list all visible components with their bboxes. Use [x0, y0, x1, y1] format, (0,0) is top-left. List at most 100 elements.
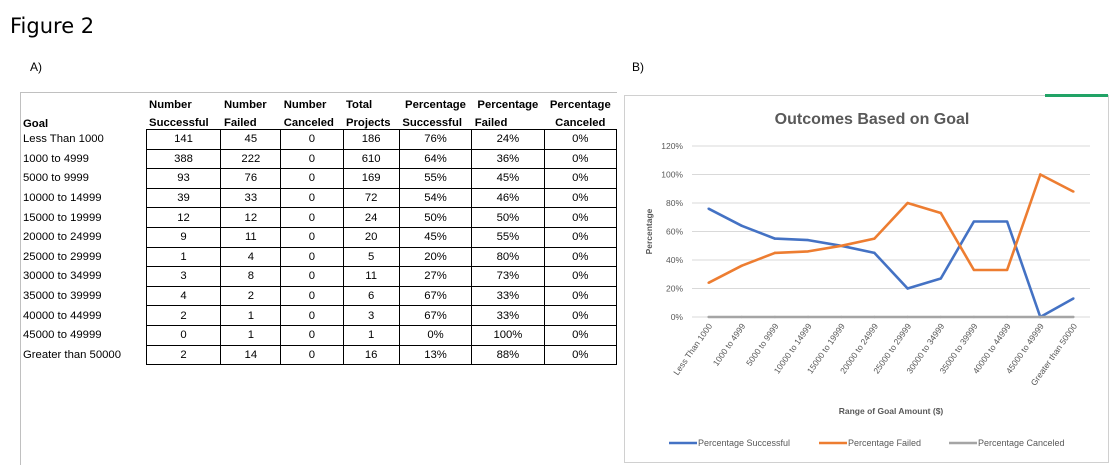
data-point	[740, 224, 743, 227]
data-point	[773, 237, 777, 240]
data-point	[939, 211, 942, 215]
header-cell: Goal	[23, 117, 49, 130]
goal-cell: 1000 to 4999	[23, 152, 89, 165]
value-cell: 0%	[543, 266, 618, 287]
value-cell: 20	[342, 226, 400, 248]
value-cell: 76	[220, 168, 282, 189]
legend-label: Percentage Successful	[698, 438, 790, 448]
value-cell: 11	[220, 226, 282, 248]
data-point	[806, 315, 810, 319]
data-point	[873, 237, 876, 240]
data-point	[840, 244, 843, 247]
value-cell: 0%	[543, 344, 618, 366]
value-cell: 0	[280, 344, 344, 366]
value-cell: 0%	[543, 207, 618, 228]
data-point	[972, 315, 976, 319]
header-cell: Successful	[402, 117, 462, 129]
table-header-row-2: Goal Successful Failed Canceled Projects…	[21, 111, 617, 130]
value-cell: 67%	[398, 305, 473, 326]
value-cell: 20%	[398, 246, 473, 268]
goal-cell: 5000 to 9999	[23, 172, 89, 185]
table-row: 20000 to 24999 9 11 0 20 45% 55% 0%	[21, 226, 618, 248]
header-cell: Canceled	[283, 117, 334, 129]
data-point	[972, 268, 976, 272]
value-cell: 2	[220, 285, 282, 307]
header-cell: Failed	[223, 117, 257, 129]
legend-label: Percentage Failed	[848, 438, 921, 448]
data-point	[773, 251, 777, 255]
value-cell: 39	[145, 187, 222, 209]
value-cell: 0%	[543, 305, 618, 326]
value-cell: 6	[342, 285, 400, 307]
value-cell: 0	[280, 266, 344, 287]
header-cell: Total	[346, 99, 373, 111]
value-cell: 73%	[471, 266, 545, 287]
value-cell: 100%	[471, 324, 545, 346]
y-tick-label: 80%	[666, 198, 683, 208]
value-cell: 610	[342, 148, 400, 170]
value-cell: 0%	[543, 226, 618, 248]
value-cell: 9	[145, 226, 222, 248]
header-cell: Canceled	[555, 117, 606, 129]
y-axis-label: Percentage	[644, 208, 654, 254]
value-cell: 0	[280, 226, 344, 248]
goal-cell: 30000 to 34999	[23, 270, 102, 283]
data-point	[707, 281, 710, 284]
data-point	[906, 287, 909, 290]
value-cell: 93	[145, 168, 222, 189]
chart-panel: Outcomes Based on Goal 0% 20% 40% 60% 80% 100%…	[624, 94, 1109, 463]
table-header-row-1: Number Number Number Total Percentage Pe…	[21, 93, 617, 111]
table-row: 45000 to 49999 0 1 0 1 0% 100% 0%	[21, 324, 618, 346]
value-cell: 33%	[471, 305, 545, 326]
table-row: 35000 to 39999 4 2 0 6 67% 33% 0%	[21, 285, 618, 307]
data-point	[740, 264, 743, 267]
value-cell: 4	[220, 246, 282, 268]
series-line-percentage-failed	[708, 173, 1074, 284]
goal-cell: Less Than 1000	[23, 133, 104, 146]
y-tick-label: 100%	[661, 170, 683, 180]
data-point	[939, 277, 942, 280]
value-cell: 12	[145, 207, 222, 228]
value-cell: 12	[220, 207, 282, 228]
value-cell: 0%	[398, 324, 473, 346]
value-cell: 45	[220, 129, 282, 150]
panel-b-label: B)	[632, 60, 644, 74]
value-cell: 55%	[471, 226, 545, 248]
value-cell: 2	[145, 344, 222, 366]
data-point	[1072, 315, 1075, 319]
line-chart: Outcomes Based on Goal 0% 20% 40% 60% 80% 100%…	[644, 111, 1090, 448]
table-row: Less Than 1000 141 45 0 186 76% 24% 0%	[21, 129, 618, 150]
value-cell: 0	[280, 168, 344, 189]
data-point	[1005, 220, 1009, 223]
value-cell: 0	[145, 324, 222, 346]
value-cell: 0%	[543, 187, 618, 209]
y-tick-label: 40%	[666, 255, 683, 265]
header-cell: Percentage	[405, 99, 466, 111]
value-cell: 186	[342, 129, 400, 150]
data-point	[707, 207, 710, 210]
value-cell: 16	[342, 344, 400, 366]
data-point	[806, 238, 810, 242]
value-cell: 67%	[398, 285, 473, 307]
value-cell: 54%	[398, 187, 473, 209]
value-cell: 3	[342, 305, 400, 326]
data-point	[906, 201, 909, 205]
table-row: 40000 to 44999 2 1 0 3 67% 33% 0%	[21, 305, 618, 326]
value-cell: 0%	[543, 129, 618, 150]
data-point	[707, 315, 710, 319]
goal-cell: 45000 to 49999	[23, 329, 102, 342]
data-point	[1072, 297, 1075, 300]
chart-title: Outcomes Based on Goal	[775, 111, 970, 128]
value-cell: 4	[145, 285, 222, 307]
value-cell: 0%	[543, 246, 618, 268]
value-cell: 169	[342, 168, 400, 189]
value-cell: 24	[342, 207, 400, 228]
value-cell: 3	[145, 266, 222, 287]
legend-label: Percentage Canceled	[978, 438, 1065, 448]
header-cell: Successful	[149, 117, 209, 129]
table-body: Less Than 1000 141 45 0 186 76% 24% 0% 1000 to 4…	[21, 129, 618, 366]
y-tick-label: 120%	[661, 141, 683, 151]
data-point	[1072, 190, 1075, 193]
y-tick-label: 60%	[666, 227, 683, 237]
value-cell: 11	[342, 266, 400, 287]
